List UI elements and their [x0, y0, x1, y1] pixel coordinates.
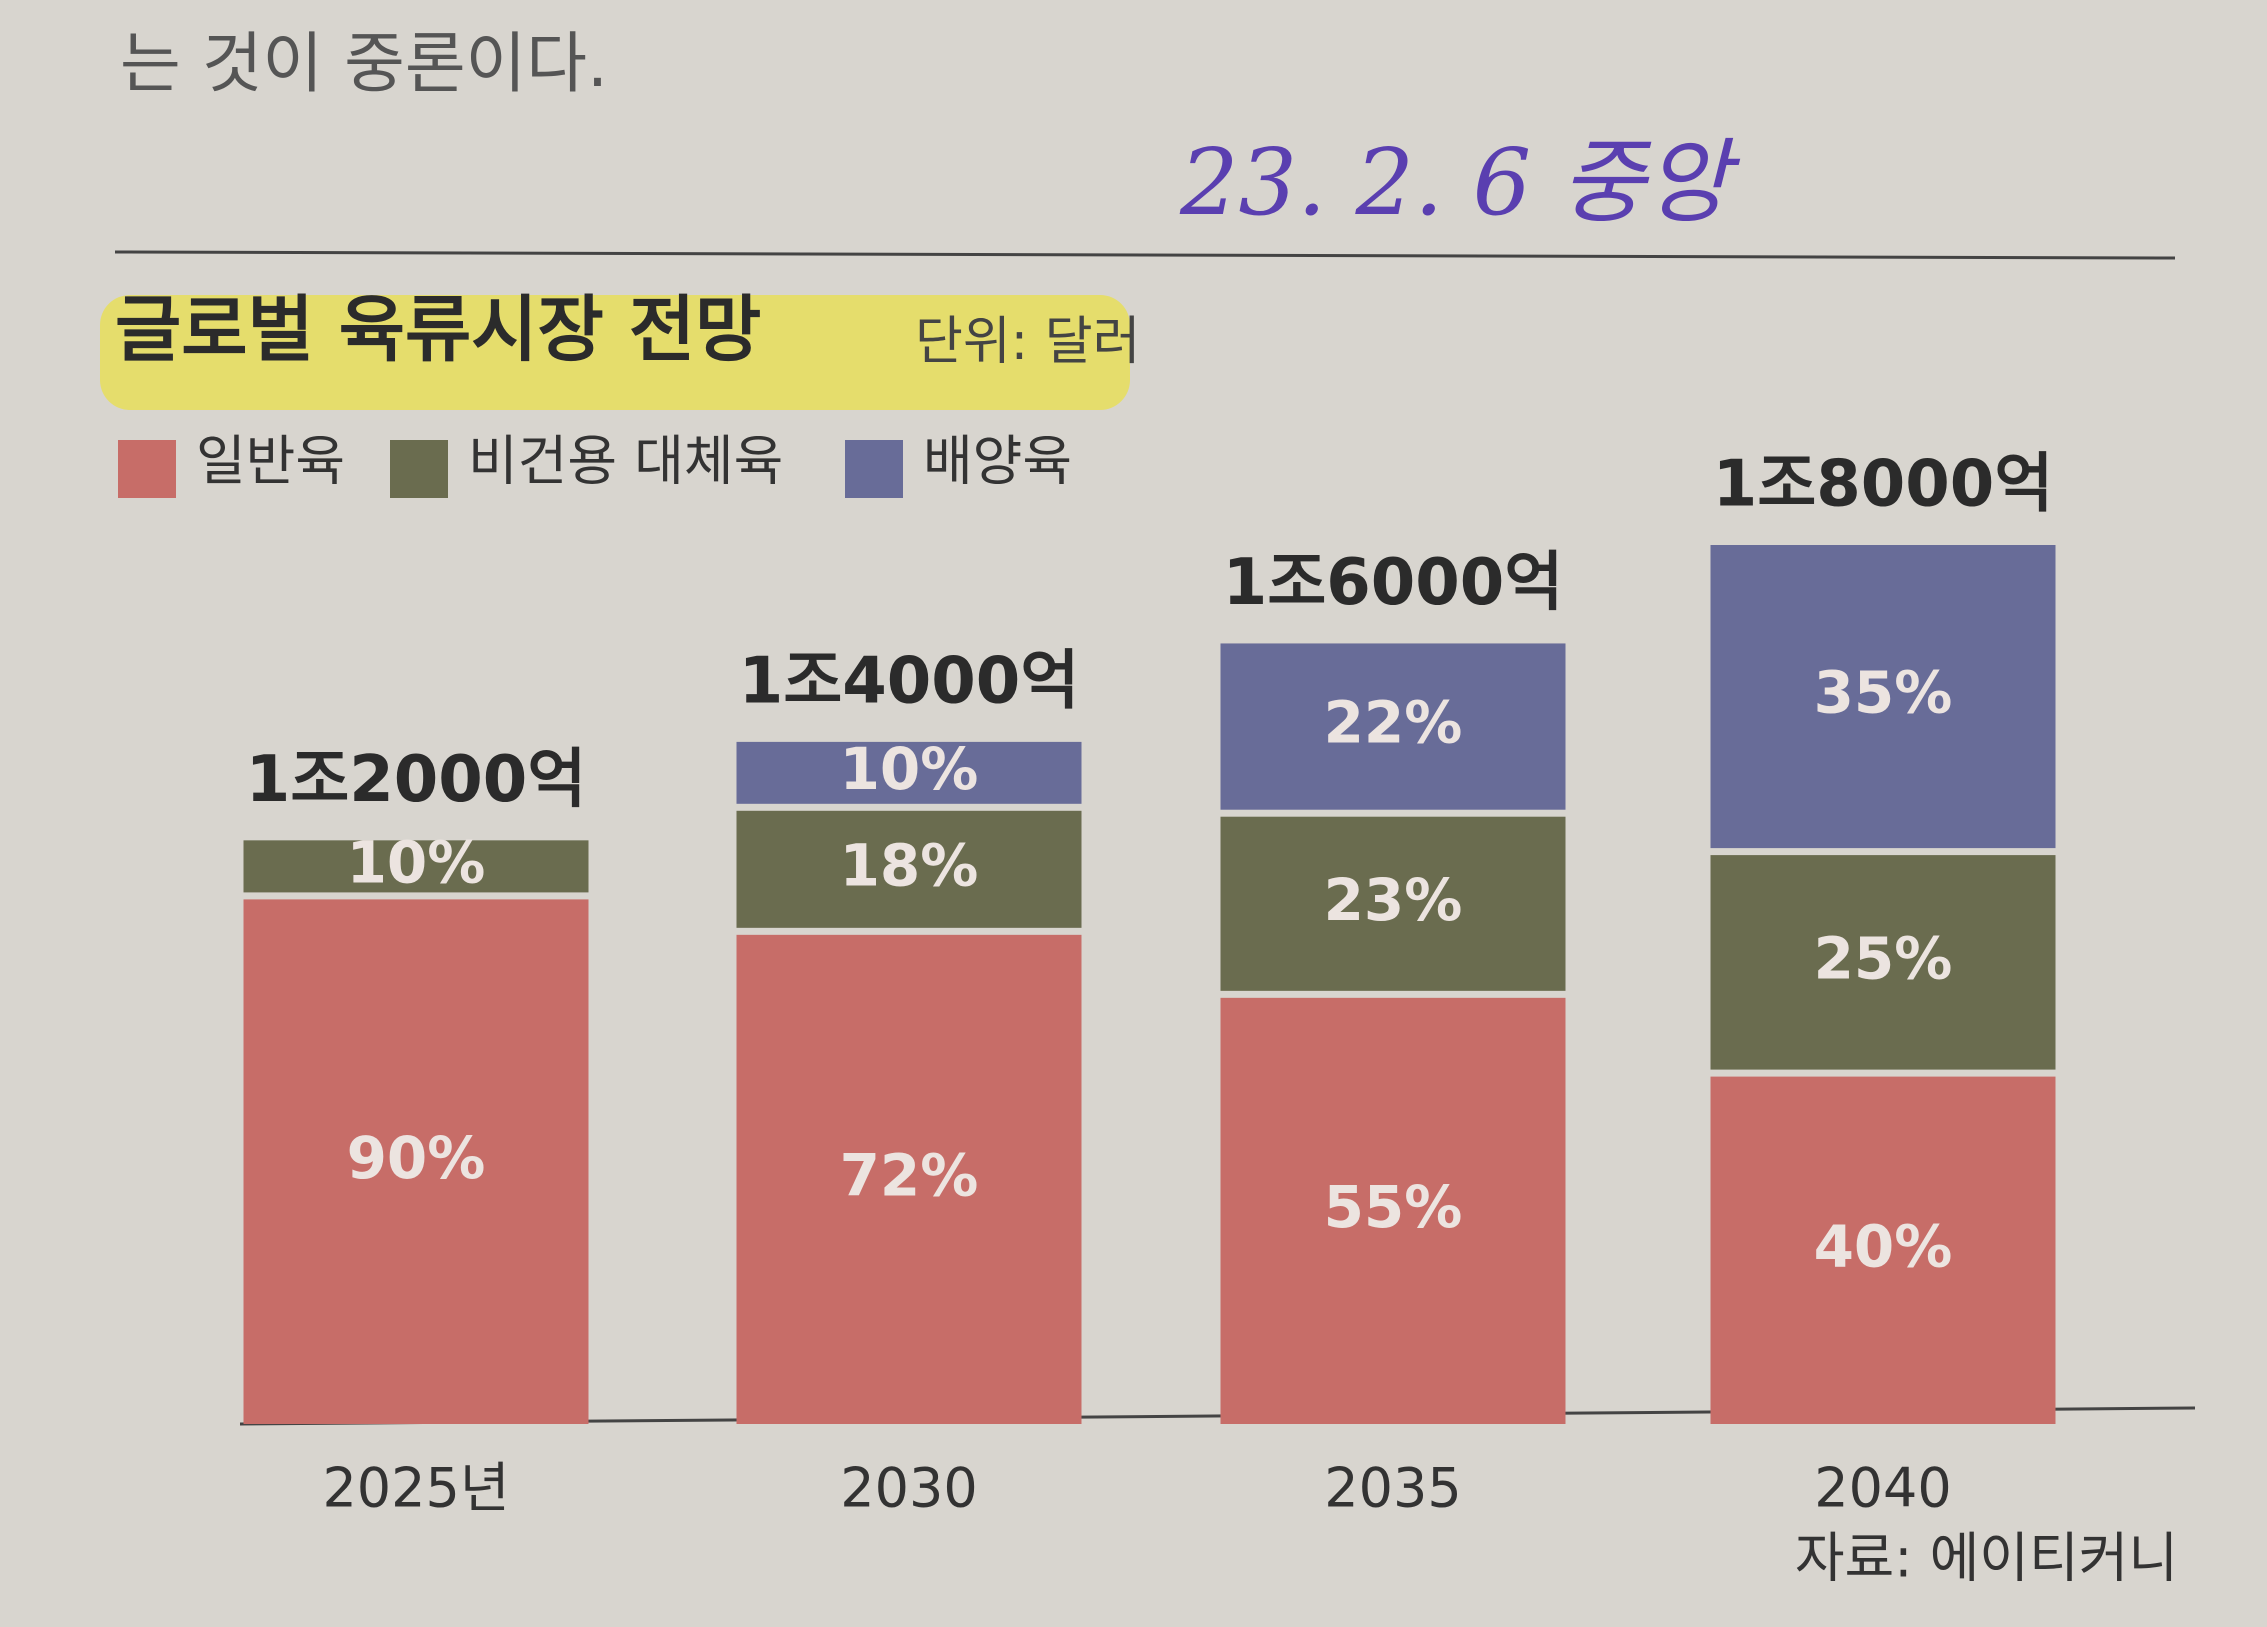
x-tick-label: 2030 — [840, 1457, 977, 1520]
article-text: 는 것이 중론이다. — [120, 25, 608, 102]
x-tick-label: 2040 — [1814, 1457, 1951, 1520]
total-label: 1조8000억 — [1713, 448, 2053, 522]
source: 자료: 에이티커니 — [1795, 1527, 2178, 1590]
bar-segment — [243, 899, 589, 1424]
legend-swatch — [845, 440, 903, 498]
value-label: 18% — [840, 831, 979, 899]
value-label: 10% — [347, 828, 486, 896]
x-tick-label: 2025년 — [322, 1457, 509, 1520]
top-rule — [114, 250, 2176, 260]
chart-title: 글로벌 육류시장 전망 — [115, 288, 761, 372]
bar-segment — [736, 810, 1082, 928]
value-label: 90% — [347, 1124, 486, 1192]
x-tick-label: 2035 — [1324, 1457, 1461, 1520]
title-highlight — [100, 295, 1130, 410]
bar-segment — [1220, 997, 1566, 1424]
bar-segment — [736, 934, 1082, 1424]
bar-segment — [1220, 816, 1566, 991]
total-label: 1조6000억 — [1223, 546, 1563, 620]
total-label: 1조2000억 — [246, 743, 586, 817]
legend-label: 비건용 대체육 — [468, 430, 783, 493]
value-label: 22% — [1324, 689, 1463, 757]
value-label: 25% — [1814, 924, 1953, 992]
bar-segment — [1710, 855, 2056, 1070]
legend-label: 배양육 — [923, 430, 1072, 493]
total-label: 1조4000억 — [739, 644, 1079, 718]
value-label: 72% — [840, 1142, 979, 1210]
legend-swatch — [118, 440, 176, 498]
bar-segment — [1710, 1076, 2056, 1424]
bar-segment — [1710, 545, 2056, 849]
legend-swatch — [390, 440, 448, 498]
value-label: 23% — [1324, 866, 1463, 934]
handwritten-note: 23. 2. 6 중앙 — [1179, 129, 1741, 236]
value-label: 55% — [1324, 1173, 1463, 1241]
value-label: 10% — [840, 735, 979, 803]
value-label: 40% — [1814, 1212, 1953, 1280]
bar-segment — [736, 741, 1082, 804]
legend-label: 일반육 — [196, 430, 345, 493]
value-label: 35% — [1814, 659, 1953, 727]
unit-label: 단위: 달러 — [915, 312, 1140, 372]
bar-segment — [1220, 643, 1566, 810]
bar-segment — [243, 840, 589, 893]
